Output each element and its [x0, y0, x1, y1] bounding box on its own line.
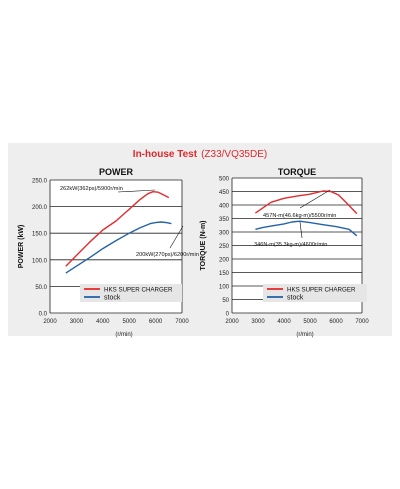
y-tick-label: 250.0 — [32, 179, 48, 185]
y-tick-label: 150.0 — [32, 232, 48, 238]
y-tick-label: 300 — [219, 231, 230, 237]
legend-label: HKS SUPER CHARGER — [287, 286, 356, 293]
x-tick-label: 7000 — [355, 319, 369, 325]
legend — [263, 284, 367, 302]
annotation-label: 262kW(362ps)/5900r/min — [60, 186, 123, 192]
y-tick-label: 100 — [219, 285, 230, 291]
annotation-leader — [117, 189, 156, 193]
torque-chart: 0 50 100 150 200 250 300 350 400 450 500 2000 3000 40… — [200, 167, 369, 338]
x-tick-label: 4000 — [277, 319, 291, 325]
series-line-hks — [255, 190, 358, 215]
x-axis-label: (r/min) — [296, 332, 313, 338]
y-tick-label: 200.0 — [32, 205, 48, 211]
chart-title: POWER — [99, 167, 134, 177]
x-tick-label: 2000 — [225, 319, 239, 325]
y-axis-label: POWER (kW) — [18, 225, 25, 269]
y-tick-label: 50.0 — [35, 285, 47, 291]
heading-title: In-house Test — [132, 149, 198, 160]
legend — [80, 284, 182, 302]
x-tick-label: 3000 — [251, 319, 265, 325]
y-tick-label: 0 — [226, 312, 230, 318]
y-tick-label: 350 — [219, 217, 230, 223]
legend-label: HKS SUPER CHARGER — [104, 286, 173, 293]
power-chart: 0.0 50.0 100.0 150.0 200.0 250.0 2000 3000 4000 5… — [18, 167, 199, 338]
x-tick-label: 6000 — [149, 319, 163, 325]
series-line-stock — [255, 220, 358, 237]
y-axis-label: TORQUE (N-m) — [200, 220, 207, 270]
x-tick-label: 5000 — [303, 319, 317, 325]
y-tick-label: 450 — [219, 190, 230, 196]
annotation-leader — [299, 189, 331, 209]
chart-title: TORQUE — [278, 167, 316, 177]
x-tick-label: 7000 — [175, 319, 189, 325]
annotation-label: 457N-m(46.6kg-m)/5500r/min — [263, 213, 336, 219]
series-line-stock — [65, 221, 172, 274]
x-tick-label: 3000 — [70, 319, 84, 325]
y-tick-label: 150 — [219, 271, 230, 277]
y-tick-label: 500 — [219, 177, 230, 183]
y-tick-label: 250 — [219, 244, 230, 250]
annotation-label: 200kW(270ps)/6200r/min — [136, 252, 199, 258]
x-tick-label: 4000 — [96, 319, 110, 325]
annotation-leader — [299, 221, 303, 239]
x-tick-label: 2000 — [43, 319, 57, 325]
legend-label: stock — [287, 294, 304, 301]
y-tick-label: 400 — [219, 204, 230, 210]
annotation-label: 346N-m(35.3kg-m)/4600r/min — [254, 242, 327, 248]
annotation-leader — [169, 225, 184, 249]
series-line-hks — [65, 191, 170, 267]
page-heading: In-house Test (Z33/VQ35DE) — [0, 149, 400, 160]
x-tick-label: 6000 — [329, 319, 343, 325]
y-tick-label: 100.0 — [32, 258, 48, 264]
y-tick-label: 50 — [222, 298, 229, 304]
legend-label: stock — [104, 294, 121, 301]
y-tick-label: 200 — [219, 258, 230, 264]
x-axis-label: (r/min) — [115, 332, 132, 338]
x-tick-label: 5000 — [123, 319, 137, 325]
y-tick-label: 0.0 — [39, 312, 48, 318]
heading-model: (Z33/VQ35DE) — [201, 149, 268, 160]
